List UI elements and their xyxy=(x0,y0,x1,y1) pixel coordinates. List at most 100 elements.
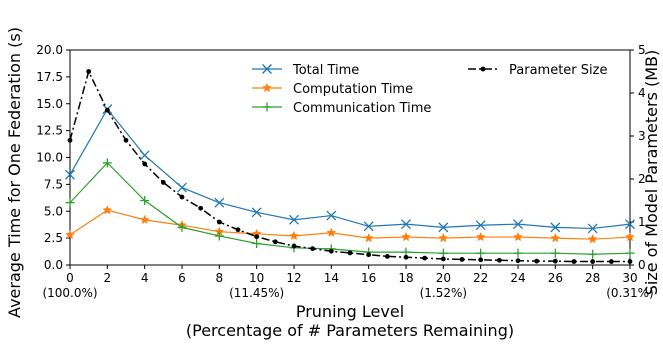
y-axis-right-title: Size of Model Parameters (MB) xyxy=(642,50,661,296)
series-line xyxy=(69,162,631,255)
data-point-star-marker xyxy=(289,230,299,241)
series-line xyxy=(69,209,631,240)
y-left-tick-label: 15.0 xyxy=(36,97,63,111)
data-point-x-marker xyxy=(438,222,449,233)
data-point-x-marker xyxy=(363,221,374,232)
data-point-x-marker xyxy=(513,219,523,230)
data-point-plus-marker xyxy=(214,231,224,241)
data-point-dot-marker xyxy=(216,219,222,225)
x-sub-label: (100.0%) xyxy=(42,286,97,300)
legend-item: Parameter Size xyxy=(468,63,607,78)
marker-stroke xyxy=(139,150,150,161)
marker-stroke xyxy=(214,197,225,208)
data-point-dot-marker xyxy=(478,257,484,263)
data-point-star-marker xyxy=(65,229,75,240)
x-tick-label: 26 xyxy=(548,271,563,285)
data-point-x-marker xyxy=(177,182,187,193)
series-total-time xyxy=(65,104,635,234)
data-point-plus-marker xyxy=(177,222,187,232)
x-tick-label: 10 xyxy=(249,271,264,285)
data-point-dot-marker xyxy=(440,256,446,262)
marker-stroke xyxy=(401,219,411,230)
data-point-dot-marker xyxy=(515,258,521,264)
data-point-x-marker xyxy=(625,219,635,230)
x-tick-label: 14 xyxy=(324,271,339,285)
x-axis-title: Pruning Level xyxy=(296,302,404,321)
y-left-tick-label: 20.0 xyxy=(36,43,63,57)
data-point-star-marker xyxy=(625,231,635,242)
legend: Total Time Computation Time Communication … xyxy=(252,63,607,116)
legend-label: Parameter Size xyxy=(509,63,607,78)
data-point-plus-marker xyxy=(65,198,75,208)
legend-item: Total Time xyxy=(252,63,359,78)
y-right-tick-label: 1 xyxy=(638,215,646,229)
data-point-dot-marker xyxy=(552,258,558,264)
marker-stroke xyxy=(475,220,486,231)
marker-stroke xyxy=(251,207,262,218)
data-point-plus-marker xyxy=(438,248,448,258)
data-point-dot-marker xyxy=(422,255,428,261)
marker-stroke xyxy=(587,223,598,234)
data-point-x-marker xyxy=(139,150,150,161)
y-left-tick-label: 2.5 xyxy=(44,231,63,245)
data-point-plus-marker xyxy=(588,249,598,259)
x-tick-label: 0 xyxy=(66,271,74,285)
data-point-x-marker xyxy=(65,169,75,180)
x-tick-label: 22 xyxy=(473,271,488,285)
marker-stroke xyxy=(65,169,75,180)
x-tick-label: 2 xyxy=(104,271,112,285)
x-tick-label: 24 xyxy=(510,271,525,285)
data-point-dot-marker xyxy=(496,257,502,263)
data-point-dot-marker xyxy=(235,227,241,233)
legend-label: Computation Time xyxy=(293,82,413,97)
data-point-dot-marker xyxy=(310,246,316,252)
marker-stroke xyxy=(262,64,272,74)
data-point-dot-marker xyxy=(142,161,148,167)
data-point-star-marker xyxy=(139,214,150,225)
data-point-star-marker xyxy=(475,231,486,242)
data-point-dot-marker xyxy=(123,137,129,143)
marker-stroke xyxy=(326,210,337,221)
y-left-tick-label: 7.5 xyxy=(44,177,63,191)
data-point-dot-marker xyxy=(254,234,260,240)
data-point-plus-marker xyxy=(550,248,560,258)
y-right-tick-label: 0 xyxy=(638,258,646,272)
marker-stroke xyxy=(438,222,449,233)
x-tick-label: 18 xyxy=(398,271,413,285)
legend-item: Computation Time xyxy=(252,82,413,97)
data-point-plus-marker xyxy=(102,158,112,168)
data-point-plus-marker xyxy=(625,248,635,258)
data-point-star-marker xyxy=(363,232,374,243)
y-axis-left-title: Average Time for One Federation (s) xyxy=(5,27,24,318)
x-tick-label: 6 xyxy=(178,271,186,285)
data-point-dot-marker xyxy=(272,239,278,245)
data-point-dot-marker xyxy=(86,69,92,74)
data-point-dot-marker xyxy=(627,259,633,264)
data-point-x-marker xyxy=(550,222,561,233)
y-right-tick-label: 5 xyxy=(638,43,646,57)
data-point-dot-marker xyxy=(328,248,334,254)
data-point-x-marker xyxy=(587,223,598,234)
data-point-dot-marker xyxy=(179,194,185,200)
x-tick-label: 20 xyxy=(436,271,451,285)
data-point-star-marker xyxy=(401,231,411,242)
series-computation-time xyxy=(65,205,635,244)
data-point-dot-marker xyxy=(480,66,486,72)
data-point-dot-marker xyxy=(571,259,577,264)
y-left-tick-label: 5.0 xyxy=(44,204,63,218)
x-sub-label: (0.31%) xyxy=(606,286,653,300)
x-sub-label: (1.52%) xyxy=(420,286,467,300)
y-right-tick-label: 3 xyxy=(638,129,646,143)
data-point-dot-marker xyxy=(198,205,204,211)
data-point-x-marker xyxy=(401,219,411,230)
data-point-star-marker xyxy=(262,82,272,93)
series-parameter-size xyxy=(67,69,633,264)
data-point-dot-marker xyxy=(590,259,596,264)
y-right-tick-label: 4 xyxy=(638,86,646,100)
x-tick-label: 8 xyxy=(216,271,224,285)
x-sub-label: (11.45%) xyxy=(229,286,284,300)
data-point-plus-marker xyxy=(252,239,262,248)
data-point-dot-marker xyxy=(384,254,390,259)
marker-stroke xyxy=(550,222,561,233)
